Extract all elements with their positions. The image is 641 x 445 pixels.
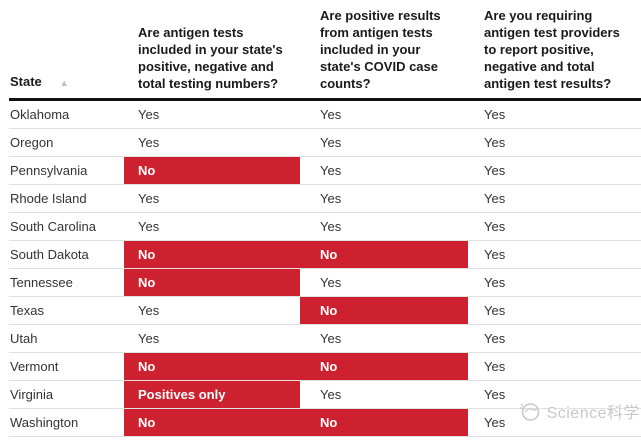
answer-cell: Yes bbox=[468, 409, 641, 437]
answer-cell: No bbox=[300, 297, 468, 325]
state-cell: Washington bbox=[9, 409, 124, 437]
table-row: Virginia Positives only Yes Yes bbox=[9, 381, 641, 409]
answer-cell: Yes bbox=[300, 381, 468, 409]
state-header-label: State bbox=[10, 74, 42, 89]
answer-cell: Yes bbox=[124, 297, 300, 325]
table-body: Oklahoma Yes Yes Yes Oregon Yes Yes Yes Pennsylv… bbox=[9, 101, 641, 437]
table-row: Washington No No Yes bbox=[9, 409, 641, 437]
table-row: Tennessee No Yes Yes bbox=[9, 269, 641, 297]
table-row: Texas Yes No Yes bbox=[9, 297, 641, 325]
answer-cell: Yes bbox=[124, 213, 300, 241]
answer-cell: Yes bbox=[300, 325, 468, 353]
answer-cell: Yes bbox=[124, 101, 300, 129]
answer-cell: No bbox=[124, 157, 300, 185]
table-row: Vermont No No Yes bbox=[9, 353, 641, 381]
column-header-testing-numbers[interactable]: Are antigen tests included in your state… bbox=[138, 25, 283, 91]
answer-cell: Yes bbox=[300, 213, 468, 241]
state-cell: Tennessee bbox=[9, 269, 124, 297]
state-cell: Vermont bbox=[9, 353, 124, 381]
answer-cell: Yes bbox=[300, 157, 468, 185]
table-row: Utah Yes Yes Yes bbox=[9, 325, 641, 353]
state-cell: South Carolina bbox=[9, 213, 124, 241]
answer-cell: Yes bbox=[468, 213, 641, 241]
answer-cell: Yes bbox=[300, 269, 468, 297]
answer-cell: Yes bbox=[300, 129, 468, 157]
antigen-table: State ▲ Are antigen tests included in yo… bbox=[9, 0, 641, 437]
answer-cell: Yes bbox=[124, 129, 300, 157]
answer-cell: Yes bbox=[468, 241, 641, 269]
answer-cell: Yes bbox=[468, 353, 641, 381]
answer-cell: Yes bbox=[468, 269, 641, 297]
answer-cell: Yes bbox=[300, 185, 468, 213]
table-row: Pennsylvania No Yes Yes bbox=[9, 157, 641, 185]
table-header: State ▲ Are antigen tests included in yo… bbox=[9, 0, 641, 101]
answer-cell: Yes bbox=[124, 185, 300, 213]
answer-cell: Yes bbox=[468, 325, 641, 353]
answer-cell: Positives only bbox=[124, 381, 300, 409]
answer-cell: Yes bbox=[124, 325, 300, 353]
answer-cell: Yes bbox=[468, 297, 641, 325]
state-cell: South Dakota bbox=[9, 241, 124, 269]
answer-cell: No bbox=[124, 409, 300, 437]
answer-cell: Yes bbox=[468, 101, 641, 129]
table-row: South Carolina Yes Yes Yes bbox=[9, 213, 641, 241]
answer-cell: No bbox=[300, 241, 468, 269]
state-cell: Texas bbox=[9, 297, 124, 325]
sort-ascending-icon[interactable]: ▲ bbox=[59, 78, 69, 88]
answer-cell: No bbox=[124, 353, 300, 381]
column-header-state[interactable]: State ▲ bbox=[9, 73, 124, 92]
table-row: South Dakota No No Yes bbox=[9, 241, 641, 269]
state-cell: Pennsylvania bbox=[9, 157, 124, 185]
table-row: Rhode Island Yes Yes Yes bbox=[9, 185, 641, 213]
answer-cell: No bbox=[300, 353, 468, 381]
answer-cell: No bbox=[124, 269, 300, 297]
answer-cell: Yes bbox=[468, 157, 641, 185]
table-row: Oklahoma Yes Yes Yes bbox=[9, 101, 641, 129]
column-header-provider-reporting[interactable]: Are you requiring antigen test providers… bbox=[484, 8, 620, 91]
state-cell: Virginia bbox=[9, 381, 124, 409]
answer-cell: No bbox=[300, 409, 468, 437]
state-cell: Rhode Island bbox=[9, 185, 124, 213]
state-cell: Utah bbox=[9, 325, 124, 353]
answer-cell: No bbox=[124, 241, 300, 269]
state-cell: Oregon bbox=[9, 129, 124, 157]
answer-cell: Yes bbox=[468, 129, 641, 157]
answer-cell: Yes bbox=[468, 381, 641, 409]
answer-cell: Yes bbox=[300, 101, 468, 129]
answer-cell: Yes bbox=[468, 185, 641, 213]
state-cell: Oklahoma bbox=[9, 101, 124, 129]
column-header-case-counts[interactable]: Are positive results from antigen tests … bbox=[320, 8, 441, 91]
table-row: Oregon Yes Yes Yes bbox=[9, 129, 641, 157]
